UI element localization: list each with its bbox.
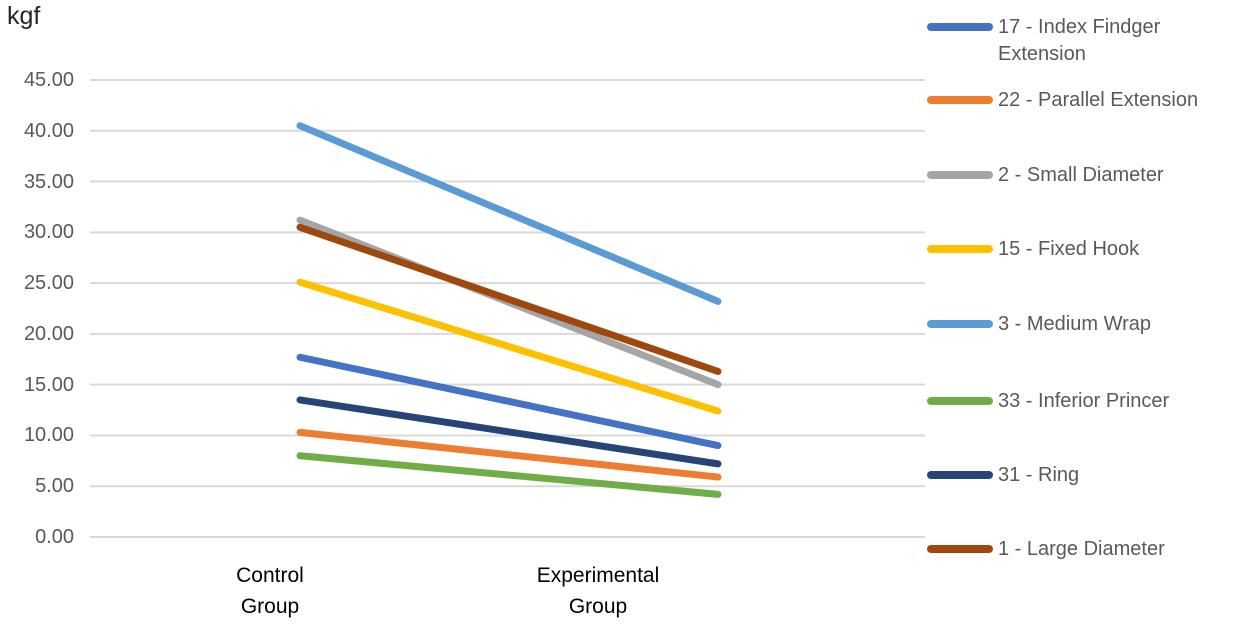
legend-swatch <box>927 96 993 104</box>
legend-item-label: 1 - Large Diameter <box>998 538 1165 560</box>
y-tick-label: 0.00 <box>35 526 74 548</box>
y-tick-label: 45.00 <box>23 69 74 91</box>
legend-swatch <box>927 320 993 328</box>
series-line <box>296 278 722 415</box>
legend-swatch <box>927 23 993 31</box>
legend-swatch <box>927 397 993 405</box>
series-line <box>296 452 722 498</box>
legend-item-label: 3 - Medium Wrap <box>998 313 1152 335</box>
x-category-label: Experimental Group <box>536 564 660 618</box>
x-category-label: Control Group <box>236 564 304 618</box>
series-line <box>296 122 722 305</box>
y-tick-label: 5.00 <box>35 475 74 498</box>
legend-item-label: 33 - Inferior Princer <box>998 390 1170 412</box>
y-tick-label: 40.00 <box>23 119 74 142</box>
y-tick-label: 15.00 <box>23 373 74 396</box>
series-line <box>296 223 722 375</box>
y-tick-label: 10.00 <box>23 424 74 447</box>
legend-item-label: 17 - Index Findger Extension <box>998 16 1161 65</box>
y-tick-label: 25.00 <box>23 272 74 295</box>
legend-swatch <box>927 245 993 253</box>
legend-swatch <box>927 171 993 179</box>
y-tick-label: 30.00 <box>23 221 74 244</box>
series-line <box>296 428 722 481</box>
legend-swatch <box>927 545 993 553</box>
legend-item: 17 - Index Findger Extension <box>927 14 1252 68</box>
legend-item: 2 - Small Diameter <box>927 162 1252 189</box>
y-tick-label: 20.00 <box>23 322 74 345</box>
legend-item: 33 - Inferior Princer <box>927 388 1252 415</box>
series-line <box>296 353 722 450</box>
legend-item: 3 - Medium Wrap <box>927 311 1252 338</box>
legend-swatch <box>927 471 993 479</box>
legend-item-label: 2 - Small Diameter <box>998 164 1164 186</box>
y-axis-title: kgf <box>7 2 41 30</box>
legend-item-label: 15 - Fixed Hook <box>998 238 1140 260</box>
legend-item-label: 22 - Parallel Extension <box>998 89 1199 111</box>
legend-item: 31 - Ring <box>927 462 1252 489</box>
legend-item: 22 - Parallel Extension <box>927 87 1252 114</box>
y-tick-label: 35.00 <box>23 170 74 193</box>
series-line <box>296 396 722 468</box>
legend-item-label: 31 - Ring <box>998 464 1080 486</box>
legend-item: 1 - Large Diameter <box>927 536 1252 563</box>
legend-item: 15 - Fixed Hook <box>927 236 1252 263</box>
